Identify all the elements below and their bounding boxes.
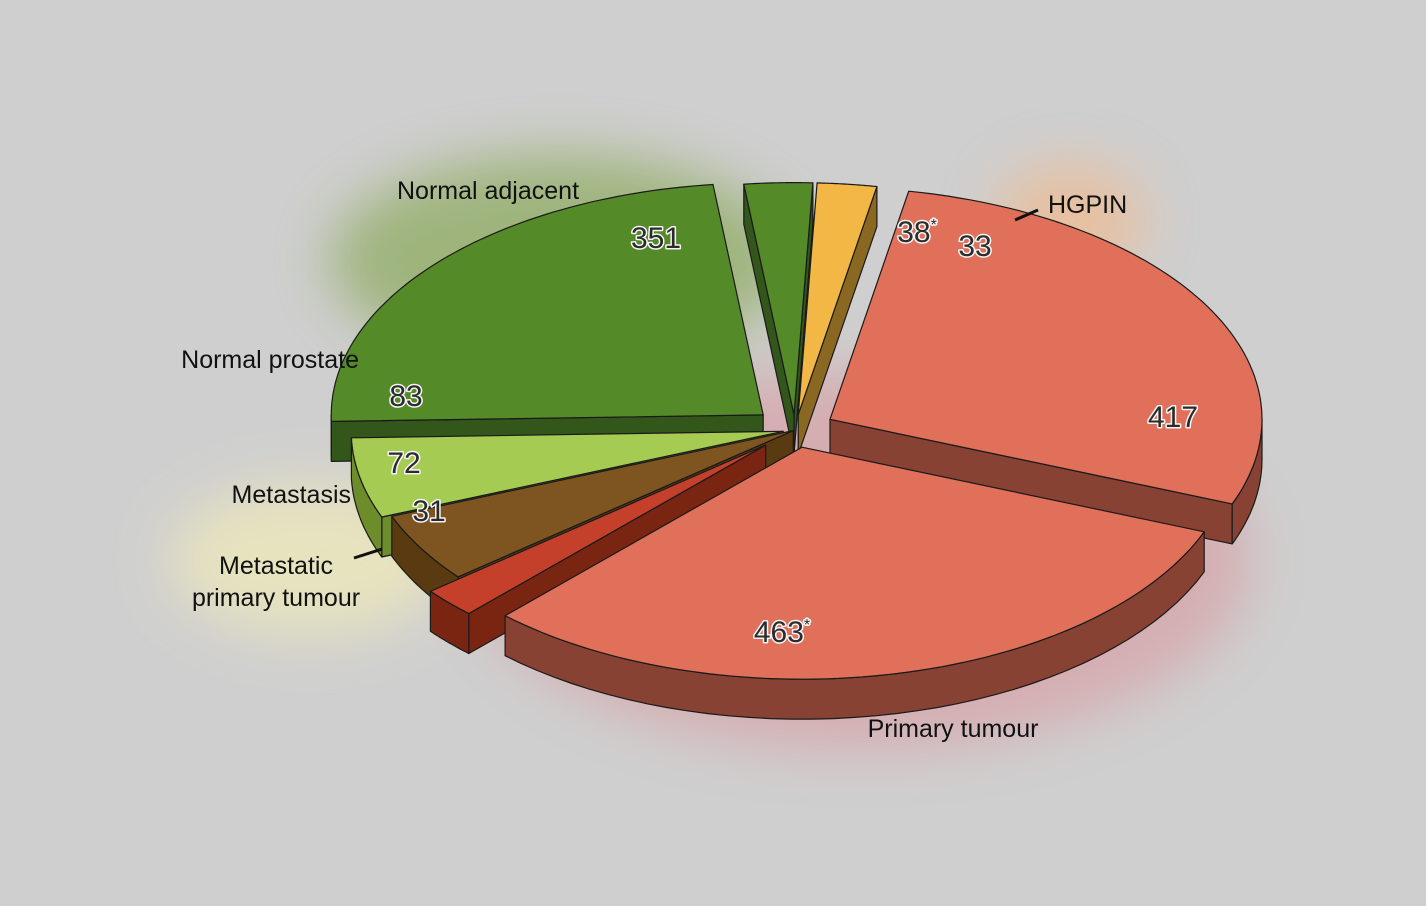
slice-value-normal-adjacent-b: 38* — [897, 216, 937, 249]
label-metastatic-primary-line1: Metastatic — [219, 552, 333, 580]
slice-value-primary-tumour-b: 463* — [754, 616, 810, 649]
label-hgpin: HGPIN — [1048, 191, 1127, 219]
slice-value-hgpin: 33 — [958, 230, 991, 263]
hgpin-leader-line — [1014, 208, 1039, 222]
metastatic-primary-leader-line — [353, 547, 383, 560]
value-labels: 417 463* 31 72 83 351 38* 33 — [386, 215, 1200, 651]
asterisk: * — [804, 617, 810, 634]
slice-normal-adjacent-a — [330, 183, 764, 422]
slice-value-primary-tumour-a: 417 — [1148, 401, 1198, 434]
slice-value-metastasis: 72 — [387, 447, 420, 480]
pie-slices — [330, 182, 1263, 720]
label-normal-prostate: Normal prostate — [181, 346, 359, 374]
slice-normal-prostate — [350, 430, 784, 518]
label-primary-tumour: Primary tumour — [868, 715, 1039, 743]
slice-metastatic-primary — [429, 444, 767, 615]
slice-primary-tumour-b — [504, 446, 1205, 680]
label-normal-adjacent: Normal adjacent — [397, 177, 579, 205]
group-labels: Normal adjacent HGPIN Normal prostate Me… — [181, 177, 1127, 743]
slice-hgpin — [797, 182, 878, 416]
slice-normal-adjacent-b — [743, 182, 814, 416]
label-metastasis: Metastasis — [232, 481, 351, 509]
slice-value-normal-adjacent-a: 351 — [631, 222, 681, 255]
slice-value-metastatic-primary: 31 — [412, 495, 445, 528]
asterisk: * — [931, 217, 937, 234]
slice-primary-tumour-a — [829, 190, 1263, 505]
slice-value-normal-prostate: 83 — [389, 380, 422, 413]
slice-metastasis — [391, 430, 794, 578]
label-metastatic-primary-line2: primary tumour — [192, 584, 360, 612]
